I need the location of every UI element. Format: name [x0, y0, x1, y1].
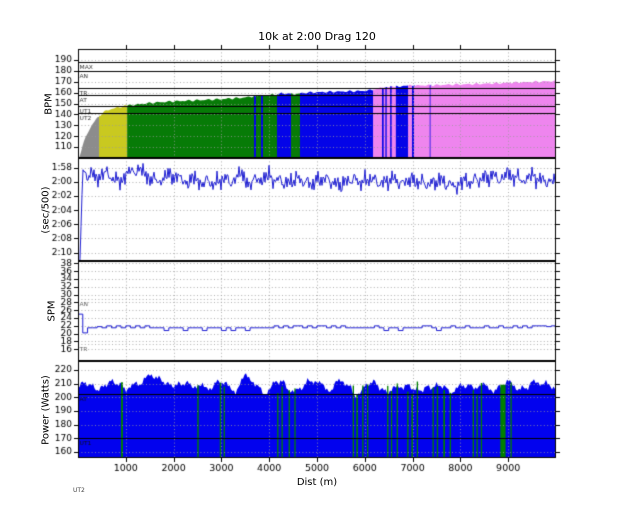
zone-label-ut2-corner: UT2: [73, 487, 85, 494]
chart-title: 10k at 2:00 Drag 120: [258, 30, 376, 43]
y-axis-label-bpm: BPM: [43, 93, 55, 115]
y-axis-label-spm: SPM: [46, 300, 58, 322]
y-axis-label-pace: (sec/500): [40, 186, 52, 234]
x-axis-label: Dist (m): [296, 477, 338, 488]
y-axis-label-power: Power (Watts): [40, 375, 52, 445]
